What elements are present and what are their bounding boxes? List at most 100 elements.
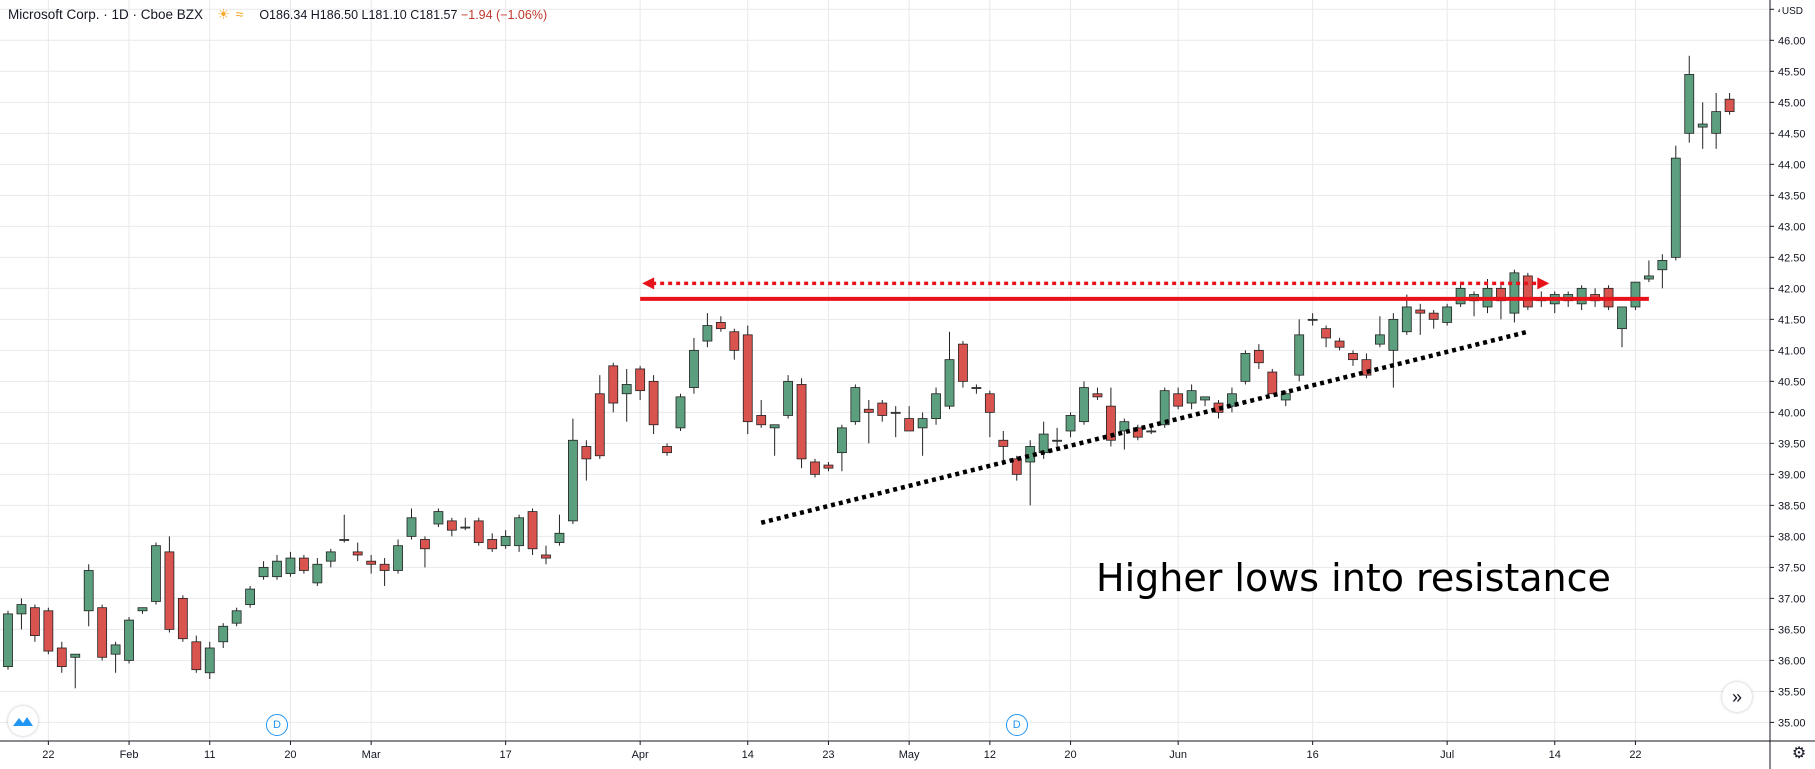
time-tick-label: Mar	[362, 749, 381, 761]
price-tick-label: 37.00	[1778, 593, 1806, 605]
candle-body	[796, 384, 807, 460]
price-tick-label: 35.00	[1778, 717, 1806, 729]
candle-body	[1522, 275, 1533, 308]
price-tick-label: 37.50	[1778, 562, 1806, 574]
candle-body	[648, 380, 659, 426]
candle-body	[16, 604, 27, 615]
candle-body	[594, 393, 605, 457]
candle-body	[393, 545, 403, 571]
candle-body	[352, 551, 363, 556]
candle-body	[742, 334, 753, 423]
candle-body	[877, 402, 888, 416]
time-tick-label: 22	[1629, 749, 1641, 761]
annotation-text[interactable]: Higher lows into resistance	[1096, 556, 1611, 600]
candle-body	[1146, 430, 1157, 433]
time-tick-label: 12	[984, 749, 996, 761]
candle-body	[1132, 427, 1143, 438]
candle-body	[890, 411, 901, 414]
candle-body	[339, 539, 350, 541]
change-value: −1.94 (−1.06%)	[460, 7, 548, 22]
candle-body	[3, 613, 13, 667]
candle-body	[446, 520, 457, 531]
price-tick-label: 46.00	[1778, 35, 1806, 47]
candle-body	[675, 396, 686, 429]
candle-body	[1200, 396, 1210, 401]
candle-body	[1307, 318, 1318, 321]
price-tick-label: 38.50	[1778, 500, 1806, 512]
price-tick-label: 43.50	[1778, 190, 1806, 202]
candle-body	[1361, 359, 1372, 376]
wave-icon[interactable]: ≈	[235, 6, 244, 22]
candle-body	[1294, 334, 1305, 376]
candle-body	[1052, 439, 1062, 442]
time-tick-label: May	[899, 749, 920, 761]
candle-body	[204, 647, 215, 674]
candle-body	[608, 365, 619, 404]
candle-body	[783, 380, 793, 416]
candle-body	[971, 387, 982, 389]
candle-body	[984, 393, 995, 413]
time-tick-label: 11	[204, 749, 215, 761]
candle-body	[904, 418, 915, 432]
candle-body	[823, 464, 834, 469]
candle-body	[29, 607, 40, 636]
candle-body	[931, 393, 941, 419]
candle-body	[218, 625, 229, 643]
candle-body	[1401, 306, 1412, 333]
time-tick-label: 22	[42, 749, 54, 761]
price-tick-label: 36.00	[1778, 655, 1806, 667]
time-tick-label: 16	[1307, 749, 1319, 761]
candle-body	[70, 653, 81, 658]
time-tick-label: 14	[1549, 749, 1561, 761]
candle-body	[433, 511, 444, 525]
price-tick-label: 44.50	[1778, 128, 1806, 140]
sun-icon[interactable]: ☀	[217, 6, 230, 22]
time-tick-label: 20	[1064, 749, 1076, 761]
candle-body	[473, 520, 484, 543]
candle-body	[958, 343, 968, 382]
candle-body	[621, 384, 632, 395]
candle-body	[1576, 287, 1587, 305]
candle-body	[917, 418, 928, 429]
tradingview-logo[interactable]	[8, 706, 38, 736]
candle-body	[1711, 111, 1722, 134]
price-tick-label: 44.00	[1778, 159, 1806, 171]
symbol-title[interactable]: Microsoft Corp. · 1D · Cboe BZX	[8, 7, 204, 22]
candle-body	[837, 427, 847, 454]
candle-body	[554, 532, 565, 543]
candle-body	[581, 446, 592, 460]
candle-body	[83, 570, 94, 612]
currency-label[interactable]: USD	[1779, 6, 1805, 17]
high-value: H186.50	[310, 7, 359, 22]
candle-body	[312, 563, 323, 584]
close-value: C181.57	[410, 7, 458, 22]
higher-lows-trendline	[760, 329, 1529, 525]
candle-body	[1509, 272, 1520, 314]
candle-body	[56, 647, 67, 667]
scroll-to-realtime-button[interactable]: »	[1722, 682, 1752, 712]
time-tick-label: Apr	[632, 749, 649, 761]
dividend-marker[interactable]: D	[266, 714, 288, 736]
price-tick-label: 42.50	[1778, 252, 1806, 264]
price-tick-label: 35.50	[1778, 686, 1806, 698]
candle-body	[245, 588, 256, 605]
candle-body	[460, 526, 471, 529]
candle-body	[1186, 390, 1197, 404]
price-tick-label: 41.00	[1778, 345, 1806, 357]
ohlc-readout: O186.34 H186.50 L181.10 C181.57 −1.94 (−…	[259, 8, 547, 22]
candle-body	[1227, 393, 1237, 407]
candle-body	[379, 563, 390, 571]
candle-body	[1617, 306, 1627, 330]
price-tick-label: 45.00	[1778, 97, 1806, 109]
gear-icon[interactable]: ⚙	[1791, 745, 1807, 762]
candle-body	[635, 368, 646, 392]
candle-body	[1455, 287, 1466, 305]
dividend-marker[interactable]: D	[1005, 714, 1028, 736]
candle-body	[1240, 353, 1251, 382]
candle-body	[1348, 353, 1358, 361]
price-tick-label: 41.50	[1778, 314, 1806, 326]
arrow-left-head	[642, 277, 655, 290]
time-tick-label: 20	[284, 749, 296, 761]
candle-body	[1173, 393, 1184, 407]
